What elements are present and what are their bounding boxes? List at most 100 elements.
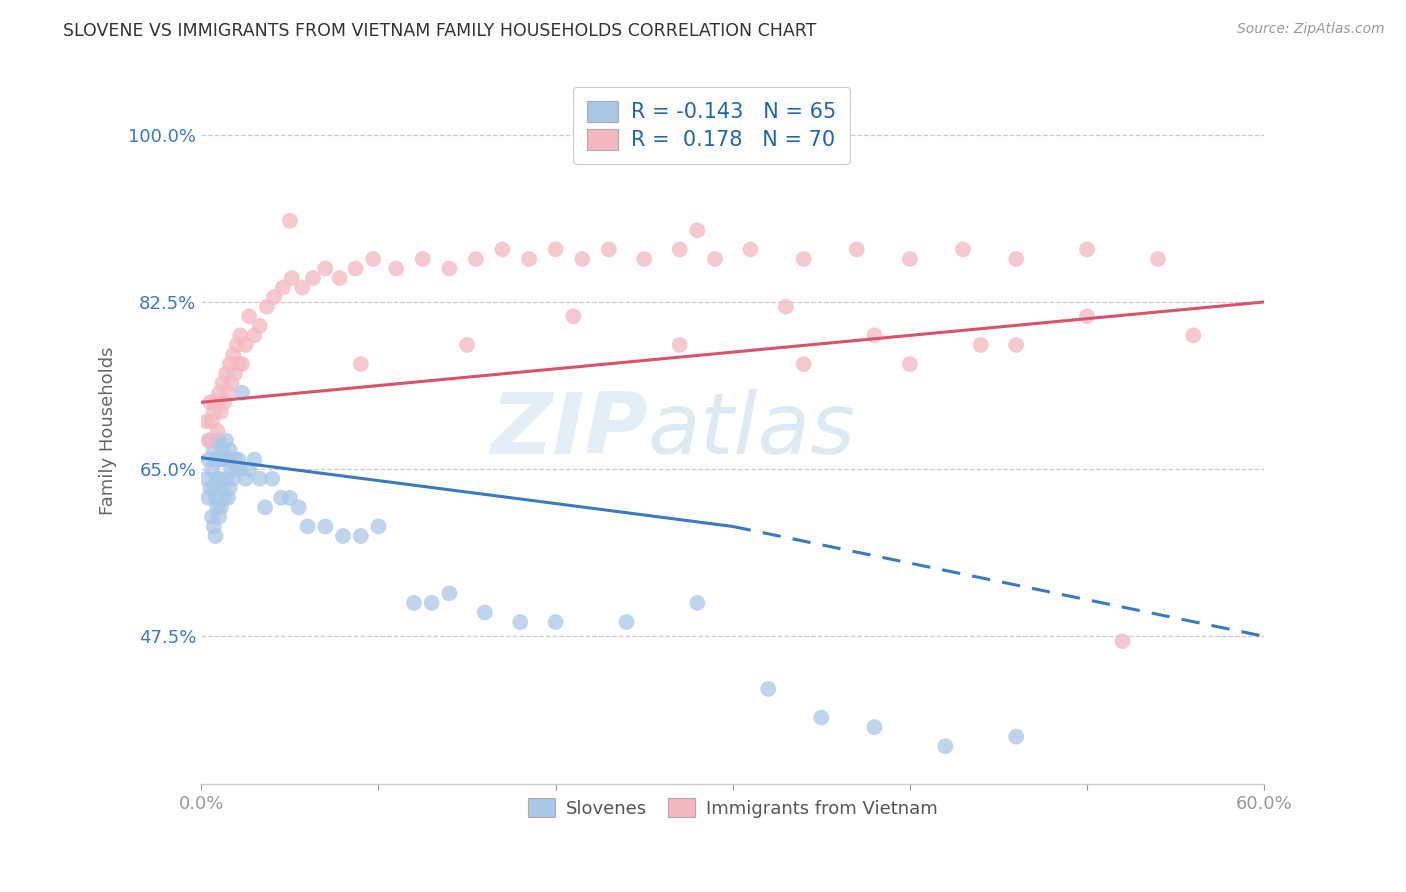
Point xyxy=(970,338,993,352)
Point xyxy=(221,376,243,391)
Point xyxy=(235,472,257,486)
Legend: Slovenes, Immigrants from Vietnam: Slovenes, Immigrants from Vietnam xyxy=(520,791,945,825)
Point xyxy=(1005,252,1028,266)
Point xyxy=(810,710,832,724)
Point xyxy=(775,300,797,314)
Point xyxy=(201,510,224,524)
Text: atlas: atlas xyxy=(648,390,856,473)
Point xyxy=(202,519,225,533)
Point xyxy=(314,261,336,276)
Point xyxy=(195,472,218,486)
Point xyxy=(231,357,253,371)
Point xyxy=(217,491,239,505)
Point xyxy=(314,519,336,533)
Text: ZIP: ZIP xyxy=(491,390,648,473)
Point xyxy=(439,261,461,276)
Point xyxy=(934,739,956,754)
Point xyxy=(198,434,221,448)
Point xyxy=(243,452,266,467)
Point xyxy=(412,252,434,266)
Point xyxy=(385,261,408,276)
Point xyxy=(616,615,638,629)
Point xyxy=(207,424,229,438)
Point xyxy=(238,310,260,324)
Point xyxy=(228,357,250,371)
Point xyxy=(845,243,868,257)
Point xyxy=(204,452,226,467)
Point xyxy=(756,681,779,696)
Point xyxy=(686,596,709,610)
Point xyxy=(201,462,224,476)
Point xyxy=(208,385,231,400)
Point xyxy=(361,252,384,266)
Point xyxy=(793,252,815,266)
Point xyxy=(302,271,325,285)
Point xyxy=(218,357,240,371)
Point xyxy=(254,500,277,515)
Point xyxy=(243,328,266,343)
Point xyxy=(249,318,271,333)
Point xyxy=(1076,243,1098,257)
Point xyxy=(217,452,239,467)
Point xyxy=(297,519,319,533)
Point xyxy=(204,529,226,543)
Point xyxy=(214,491,236,505)
Point xyxy=(229,328,252,343)
Point xyxy=(197,452,219,467)
Point xyxy=(201,414,224,428)
Point xyxy=(291,280,314,294)
Point xyxy=(863,720,886,734)
Point xyxy=(793,357,815,371)
Point xyxy=(402,596,425,610)
Point xyxy=(1182,328,1205,343)
Point xyxy=(202,443,225,458)
Point xyxy=(704,252,727,266)
Point xyxy=(215,472,238,486)
Point xyxy=(209,452,232,467)
Point xyxy=(686,223,709,237)
Point xyxy=(1005,730,1028,744)
Point xyxy=(332,529,354,543)
Point xyxy=(197,491,219,505)
Point xyxy=(474,606,496,620)
Point xyxy=(633,252,655,266)
Point xyxy=(491,243,513,257)
Point xyxy=(544,243,567,257)
Point xyxy=(209,405,232,419)
Point xyxy=(214,452,236,467)
Point xyxy=(270,491,292,505)
Point xyxy=(263,290,285,304)
Point xyxy=(328,271,350,285)
Point xyxy=(214,395,236,409)
Point xyxy=(211,376,233,391)
Point xyxy=(231,385,253,400)
Text: SLOVENE VS IMMIGRANTS FROM VIETNAM FAMILY HOUSEHOLDS CORRELATION CHART: SLOVENE VS IMMIGRANTS FROM VIETNAM FAMIL… xyxy=(63,22,817,40)
Point xyxy=(224,452,246,467)
Point xyxy=(898,357,921,371)
Point xyxy=(367,519,389,533)
Point xyxy=(202,481,225,495)
Point xyxy=(350,357,373,371)
Point xyxy=(668,338,690,352)
Point xyxy=(668,243,690,257)
Point xyxy=(256,300,278,314)
Point xyxy=(222,472,245,486)
Point xyxy=(208,434,231,448)
Point xyxy=(215,434,238,448)
Point xyxy=(249,472,271,486)
Point xyxy=(1111,634,1133,648)
Point xyxy=(350,529,373,543)
Point xyxy=(215,367,238,381)
Point xyxy=(287,500,309,515)
Point xyxy=(225,338,247,352)
Point xyxy=(517,252,540,266)
Point xyxy=(238,462,260,476)
Point xyxy=(280,271,302,285)
Point xyxy=(211,443,233,458)
Point xyxy=(439,586,461,600)
Point xyxy=(217,385,239,400)
Point xyxy=(509,615,531,629)
Point xyxy=(211,481,233,495)
Point xyxy=(344,261,367,276)
Point xyxy=(209,500,232,515)
